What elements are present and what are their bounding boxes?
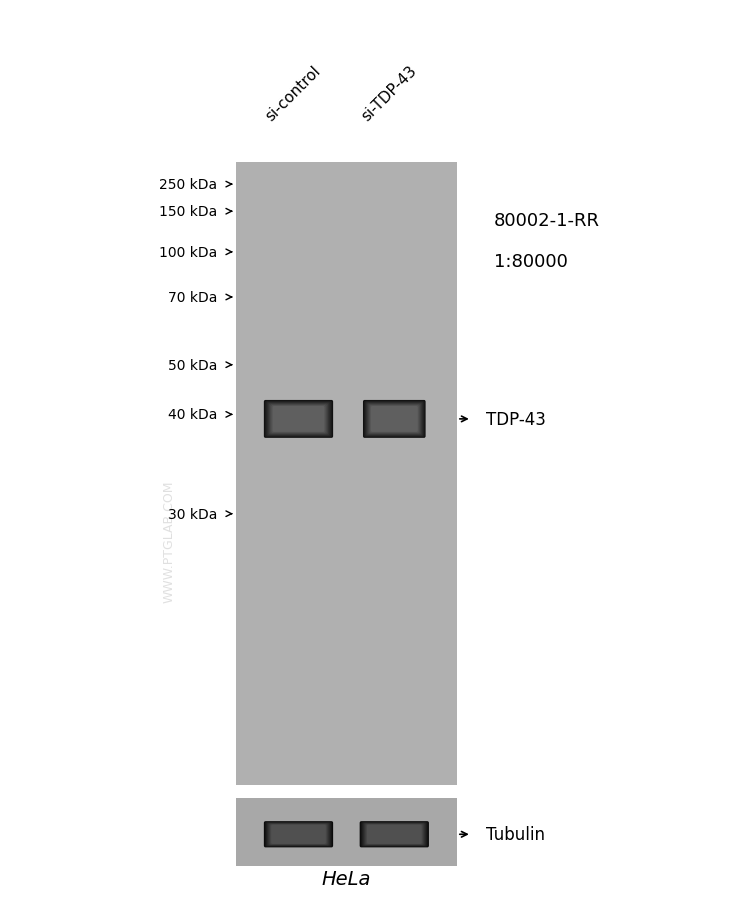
FancyBboxPatch shape — [360, 822, 428, 847]
FancyBboxPatch shape — [236, 162, 457, 785]
Text: WWW.PTGLAB.COM: WWW.PTGLAB.COM — [163, 480, 176, 603]
FancyBboxPatch shape — [363, 400, 426, 438]
Text: si-control: si-control — [263, 64, 324, 124]
FancyBboxPatch shape — [360, 821, 429, 848]
FancyBboxPatch shape — [264, 400, 333, 438]
Text: 50 kDa: 50 kDa — [168, 358, 217, 373]
FancyBboxPatch shape — [370, 406, 419, 433]
FancyBboxPatch shape — [271, 824, 326, 844]
FancyBboxPatch shape — [273, 407, 324, 432]
Text: HeLa: HeLa — [321, 870, 371, 888]
FancyBboxPatch shape — [267, 823, 330, 846]
Text: si-TDP-43: si-TDP-43 — [358, 63, 419, 124]
Text: 1:80000: 1:80000 — [494, 253, 567, 271]
FancyBboxPatch shape — [264, 821, 333, 848]
Text: 30 kDa: 30 kDa — [168, 507, 217, 521]
Text: 250 kDa: 250 kDa — [159, 178, 217, 192]
Text: 100 kDa: 100 kDa — [159, 245, 217, 260]
Text: 80002-1-RR: 80002-1-RR — [494, 212, 600, 230]
FancyBboxPatch shape — [365, 824, 424, 845]
FancyBboxPatch shape — [271, 406, 326, 433]
FancyBboxPatch shape — [268, 824, 329, 845]
FancyBboxPatch shape — [366, 403, 422, 436]
FancyBboxPatch shape — [269, 824, 328, 845]
Text: TDP-43: TDP-43 — [486, 410, 546, 428]
FancyBboxPatch shape — [364, 401, 425, 437]
FancyBboxPatch shape — [266, 402, 331, 437]
FancyBboxPatch shape — [269, 404, 328, 435]
FancyBboxPatch shape — [265, 401, 332, 437]
FancyBboxPatch shape — [363, 823, 426, 846]
FancyBboxPatch shape — [368, 404, 421, 435]
FancyBboxPatch shape — [362, 823, 427, 846]
FancyBboxPatch shape — [366, 402, 423, 437]
Text: Tubulin: Tubulin — [486, 825, 545, 843]
FancyBboxPatch shape — [366, 824, 423, 844]
FancyBboxPatch shape — [367, 824, 422, 844]
FancyBboxPatch shape — [368, 405, 420, 434]
Text: 70 kDa: 70 kDa — [168, 290, 217, 305]
FancyBboxPatch shape — [265, 822, 332, 847]
FancyBboxPatch shape — [236, 798, 457, 866]
FancyBboxPatch shape — [364, 824, 425, 845]
FancyBboxPatch shape — [270, 824, 327, 844]
FancyBboxPatch shape — [266, 823, 331, 846]
Text: 40 kDa: 40 kDa — [168, 408, 217, 422]
FancyBboxPatch shape — [371, 407, 418, 432]
Text: 150 kDa: 150 kDa — [159, 205, 217, 219]
FancyBboxPatch shape — [270, 405, 327, 434]
FancyBboxPatch shape — [268, 403, 329, 436]
